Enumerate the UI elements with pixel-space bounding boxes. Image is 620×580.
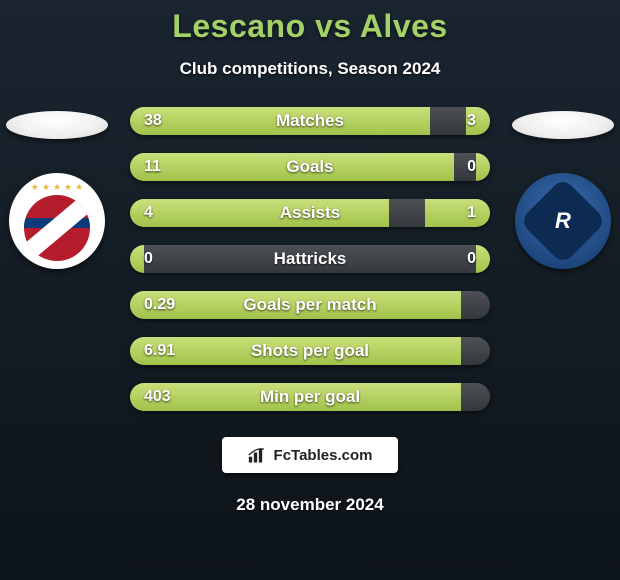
bar-right-fill	[466, 107, 490, 135]
brand-text: FcTables.com	[274, 447, 373, 464]
infographic: Lescano vs Alves Club competitions, Seas…	[0, 0, 620, 580]
player-photo-placeholder-left	[6, 111, 108, 139]
crest-stars-icon: ★★★★★	[31, 182, 83, 193]
right-player-column: R	[508, 107, 618, 269]
bar-right-fill	[476, 245, 490, 273]
bar-left-fill	[130, 383, 461, 411]
stat-row: Hattricks00	[130, 245, 490, 273]
bar-left-fill	[130, 245, 144, 273]
bar-left-fill	[130, 107, 430, 135]
page-subtitle: Club competitions, Season 2024	[180, 59, 441, 79]
page-title: Lescano vs Alves	[172, 8, 447, 45]
team-crest-right: R	[515, 173, 611, 269]
bar-left-fill	[130, 291, 461, 319]
bar-right-fill	[425, 199, 490, 227]
crest-inner-right: R	[519, 177, 607, 265]
stat-row: Goals per match0.29	[130, 291, 490, 319]
footer-date: 28 november 2024	[236, 495, 383, 515]
bars-chart-icon	[248, 446, 268, 464]
player-photo-placeholder-right	[512, 111, 614, 139]
team-crest-left: ★★★★★	[9, 173, 105, 269]
stat-row: Matches383	[130, 107, 490, 135]
stat-row: Shots per goal6.91	[130, 337, 490, 365]
stats-bars: Matches383 Goals110 Assists41 Hattricks00 Go…	[130, 107, 490, 411]
main-row: ★★★★★ Matches383 Goals110 Assists41 Hattric…	[0, 107, 620, 411]
bar-right-fill	[476, 153, 490, 181]
stat-row: Min per goal403	[130, 383, 490, 411]
bar-left-fill	[130, 337, 461, 365]
bar-left-fill	[130, 199, 389, 227]
stat-row: Assists41	[130, 199, 490, 227]
brand-badge: FcTables.com	[222, 437, 398, 473]
crest-inner-left	[24, 195, 90, 261]
left-player-column: ★★★★★	[2, 107, 112, 269]
bar-track	[130, 245, 490, 273]
bar-left-fill	[130, 153, 454, 181]
stat-row: Goals110	[130, 153, 490, 181]
